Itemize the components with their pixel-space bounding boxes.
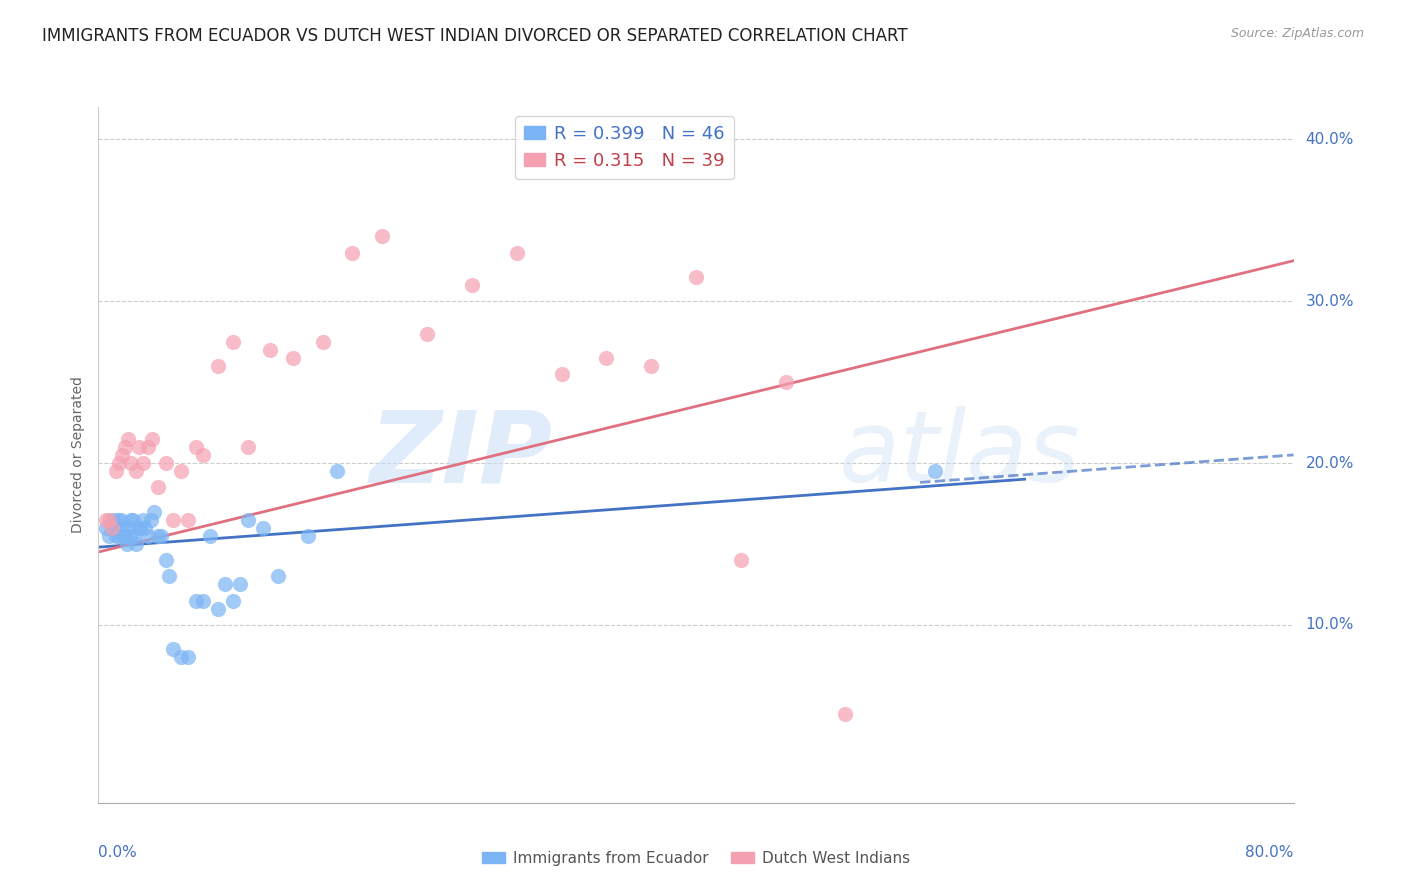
Point	[162, 513, 184, 527]
Point	[101, 521, 124, 535]
Point	[120, 456, 142, 470]
Point	[236, 440, 259, 454]
Point	[155, 456, 177, 470]
Point	[136, 529, 159, 543]
Point	[169, 650, 191, 665]
Point	[730, 553, 752, 567]
Point	[142, 504, 165, 518]
Point	[97, 529, 120, 543]
Point	[200, 529, 222, 543]
Point	[121, 513, 143, 527]
Point	[371, 229, 394, 244]
Point	[297, 529, 319, 543]
Point	[924, 464, 946, 478]
Point	[207, 359, 229, 373]
Point	[550, 367, 572, 381]
Point	[128, 521, 150, 535]
Point	[169, 464, 191, 478]
Point	[120, 513, 142, 527]
Point	[461, 278, 484, 293]
Point	[94, 513, 117, 527]
Point	[105, 529, 128, 543]
Text: 0.0%: 0.0%	[98, 845, 138, 860]
Point	[150, 529, 173, 543]
Text: IMMIGRANTS FROM ECUADOR VS DUTCH WEST INDIAN DIVORCED OR SEPARATED CORRELATION C: IMMIGRANTS FROM ECUADOR VS DUTCH WEST IN…	[42, 27, 908, 45]
Point	[177, 650, 200, 665]
Point	[108, 529, 131, 543]
Text: Source: ZipAtlas.com: Source: ZipAtlas.com	[1230, 27, 1364, 40]
Point	[108, 456, 131, 470]
Point	[162, 642, 184, 657]
Point	[155, 553, 177, 567]
Point	[834, 706, 856, 721]
Point	[222, 334, 245, 349]
Text: 20.0%: 20.0%	[1305, 456, 1354, 470]
Point	[141, 432, 163, 446]
Point	[252, 521, 274, 535]
Point	[184, 440, 207, 454]
Point	[148, 480, 170, 494]
Point	[97, 513, 120, 527]
Text: 30.0%: 30.0%	[1305, 293, 1354, 309]
Text: 10.0%: 10.0%	[1305, 617, 1354, 632]
Point	[115, 537, 138, 551]
Point	[117, 432, 139, 446]
Point	[685, 269, 707, 284]
Point	[129, 521, 152, 535]
Point	[117, 521, 139, 535]
Point	[259, 343, 281, 357]
Point	[157, 569, 180, 583]
Point	[184, 593, 207, 607]
Point	[326, 464, 349, 478]
Point	[177, 513, 200, 527]
Point	[114, 529, 136, 543]
Point	[311, 334, 333, 349]
Point	[222, 593, 245, 607]
Point	[236, 513, 259, 527]
Point	[342, 245, 364, 260]
Legend: Immigrants from Ecuador, Dutch West Indians: Immigrants from Ecuador, Dutch West Indi…	[477, 845, 915, 871]
Point	[125, 464, 148, 478]
Point	[136, 440, 159, 454]
Point	[105, 464, 128, 478]
Point	[148, 529, 170, 543]
Text: ZIP: ZIP	[370, 407, 553, 503]
Point	[111, 448, 134, 462]
Point	[191, 593, 214, 607]
Point	[118, 529, 141, 543]
Point	[132, 513, 155, 527]
Point	[111, 521, 134, 535]
Point	[128, 440, 150, 454]
Point	[124, 529, 146, 543]
Point	[132, 456, 155, 470]
Point	[139, 513, 162, 527]
Point	[267, 569, 290, 583]
Point	[214, 577, 236, 591]
Point	[114, 440, 136, 454]
Text: atlas: atlas	[839, 407, 1081, 503]
Point	[101, 521, 124, 535]
Point	[103, 513, 125, 527]
Point	[134, 521, 156, 535]
Point	[775, 375, 797, 389]
Text: 80.0%: 80.0%	[1246, 845, 1294, 860]
Point	[229, 577, 252, 591]
Y-axis label: Divorced or Separated: Divorced or Separated	[72, 376, 86, 533]
Point	[595, 351, 617, 365]
Point	[94, 521, 117, 535]
Point	[110, 513, 132, 527]
Point	[107, 513, 129, 527]
Point	[416, 326, 439, 341]
Point	[207, 601, 229, 615]
Point	[506, 245, 529, 260]
Point	[125, 537, 148, 551]
Point	[640, 359, 662, 373]
Point	[112, 529, 135, 543]
Point	[281, 351, 304, 365]
Point	[191, 448, 214, 462]
Point	[104, 521, 127, 535]
Text: 40.0%: 40.0%	[1305, 132, 1354, 147]
